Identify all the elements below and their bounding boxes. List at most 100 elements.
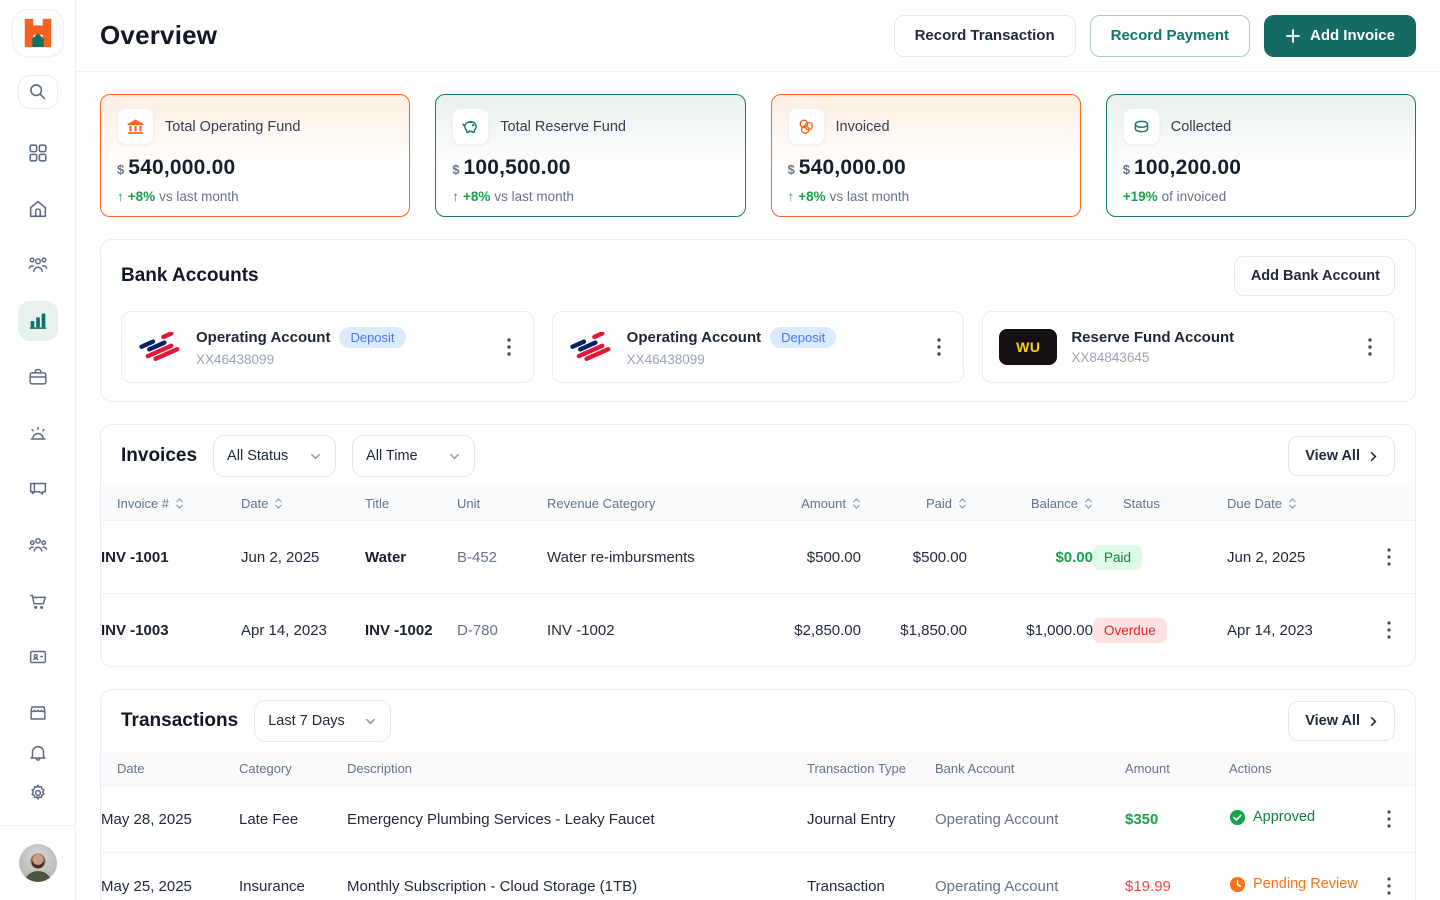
currency-symbol: $: [452, 162, 460, 177]
stat-delta: +8%: [463, 189, 491, 204]
bank-account-number: XX46438099: [626, 352, 705, 367]
bank-account-number: XX46438099: [196, 352, 275, 367]
stat-card-operating-fund: Total Operating Fund $ 540,000.00 ↑ +8% …: [100, 94, 411, 217]
transaction-type-cell: Transaction: [807, 852, 935, 900]
row-kebab-menu-icon[interactable]: [1381, 871, 1397, 900]
stat-delta-suffix: of invoiced: [1161, 189, 1227, 204]
transactions-table: Date Category Description Transaction Ty…: [101, 752, 1415, 900]
col-status: Status: [1123, 496, 1160, 511]
sidebar-settings[interactable]: [18, 773, 58, 813]
sidebar-item-reports[interactable]: [17, 301, 58, 341]
invoice-due-date-cell: Apr 14, 2023: [1227, 593, 1355, 666]
col-revenue-category: Revenue Category: [547, 496, 656, 511]
period-filter-dropdown[interactable]: Last 7 Days: [254, 700, 392, 742]
arrow-up-icon: ↑: [117, 189, 124, 204]
invoice-row[interactable]: INV -1001 Jun 2, 2025 Water B-452 Water …: [101, 520, 1415, 594]
chevron-right-icon: [1367, 450, 1380, 463]
invoices-view-all-button[interactable]: View All: [1288, 436, 1395, 476]
siren-icon: [27, 422, 49, 444]
invoice-title-cell: INV -1002: [365, 593, 457, 666]
invoice-row[interactable]: INV -1003 Apr 14, 2023 INV -1002 D-780 I…: [101, 593, 1415, 666]
bank-account-card[interactable]: Operating Account Deposit XX46438099: [121, 311, 534, 383]
sidebar-item-contacts[interactable]: [18, 637, 58, 677]
kebab-menu-icon[interactable]: [931, 332, 947, 362]
search-icon: [27, 81, 48, 102]
deposit-badge: Deposit: [339, 327, 406, 348]
transactions-view-all-button[interactable]: View All: [1288, 701, 1395, 741]
chevron-right-icon: [1367, 715, 1380, 728]
bank-account-card[interactable]: WU Reserve Fund Account XX84843645: [982, 311, 1395, 383]
kebab-menu-icon[interactable]: [1362, 332, 1378, 362]
bank-of-america-logo: [138, 332, 182, 362]
transaction-description-cell: Monthly Subscription - Cloud Storage (1T…: [347, 852, 807, 900]
col-amount: Amount: [1125, 761, 1170, 776]
sidebar-notifications[interactable]: [18, 733, 58, 773]
col-date: Date: [117, 761, 145, 776]
col-amount[interactable]: Amount: [773, 487, 861, 521]
bell-icon: [27, 742, 49, 764]
app-logo[interactable]: [11, 9, 64, 57]
currency-symbol: $: [117, 162, 125, 177]
sidebar-item-work[interactable]: [18, 357, 58, 397]
sidebar-item-messages[interactable]: [18, 469, 58, 509]
sidebar-item-home[interactable]: [18, 189, 58, 229]
user-avatar[interactable]: [18, 844, 57, 882]
invoice-number-cell: INV -1001: [101, 520, 241, 594]
sidebar-item-team[interactable]: [18, 245, 58, 285]
invoices-panel: Invoices All Status All Time View All: [100, 424, 1416, 667]
sidebar: [0, 0, 76, 900]
sort-icon: [1288, 497, 1297, 510]
gear-icon: [27, 782, 49, 804]
transaction-row[interactable]: May 28, 2025 Late Fee Emergency Plumbing…: [101, 785, 1415, 853]
sort-icon: [1084, 497, 1093, 510]
invoice-date-cell: Jun 2, 2025: [241, 520, 365, 594]
col-unit: Unit: [457, 496, 481, 511]
bank-account-card[interactable]: Operating Account Deposit XX46438099: [551, 311, 965, 383]
transaction-description-cell: Emergency Plumbing Services - Leaky Fauc…: [347, 785, 807, 853]
invoice-balance-cell: $0.00: [967, 520, 1093, 594]
row-kebab-menu-icon[interactable]: [1381, 804, 1397, 834]
sidebar-item-purchases[interactable]: [18, 581, 58, 621]
stat-delta: +8%: [798, 189, 826, 204]
add-bank-account-button[interactable]: Add Bank Account: [1233, 256, 1395, 296]
users-icon: [27, 254, 49, 276]
time-filter-dropdown[interactable]: All Time: [352, 435, 476, 477]
row-kebab-menu-icon[interactable]: [1381, 615, 1397, 645]
transaction-row[interactable]: May 25, 2025 Insurance Monthly Subscript…: [101, 852, 1415, 900]
col-paid[interactable]: Paid: [861, 487, 967, 521]
col-due-date[interactable]: Due Date: [1227, 487, 1355, 521]
invoice-due-date-cell: Jun 2, 2025: [1227, 520, 1355, 594]
stat-delta-suffix: vs last month: [494, 189, 574, 204]
col-invoice-number[interactable]: Invoice #: [101, 487, 241, 521]
sidebar-search-button[interactable]: [17, 74, 58, 109]
stat-value: 100,500.00: [463, 156, 571, 179]
record-payment-button[interactable]: Record Payment: [1089, 14, 1250, 57]
status-filter-dropdown[interactable]: All Status: [213, 435, 337, 477]
transaction-type-cell: Journal Entry: [807, 785, 935, 853]
status-filter-value: All Status: [227, 448, 289, 464]
bank-account-number: XX84843645: [1071, 350, 1150, 365]
sidebar-item-dashboard[interactable]: [18, 133, 58, 173]
col-balance[interactable]: Balance: [967, 487, 1093, 521]
col-date[interactable]: Date: [241, 487, 365, 521]
sort-icon: [175, 497, 184, 510]
bar-chart-icon: [27, 310, 49, 332]
view-all-label: View All: [1305, 448, 1360, 464]
sidebar-bottom: [0, 733, 75, 900]
add-invoice-button[interactable]: Add Invoice: [1263, 14, 1416, 57]
sidebar-item-community[interactable]: [18, 525, 58, 565]
invoice-category-cell: Water re-imbursments: [547, 520, 773, 594]
sidebar-item-store[interactable]: [18, 693, 58, 733]
row-kebab-menu-icon[interactable]: [1381, 542, 1397, 572]
invoice-paid-cell: $1,850.00: [861, 593, 967, 666]
sidebar-item-alerts[interactable]: [18, 413, 58, 453]
transaction-status-cell: Pending Review: [1229, 852, 1363, 900]
kebab-menu-icon[interactable]: [501, 332, 517, 362]
invoice-amount-cell: $2,850.00: [773, 593, 861, 666]
view-all-label: View All: [1305, 713, 1360, 729]
record-transaction-button[interactable]: Record Transaction: [893, 14, 1076, 57]
bank-account-name: Operating Account: [626, 329, 762, 346]
stat-value: 540,000.00: [128, 156, 236, 179]
grid-icon: [27, 142, 49, 164]
invoice-paid-cell: $500.00: [861, 520, 967, 594]
